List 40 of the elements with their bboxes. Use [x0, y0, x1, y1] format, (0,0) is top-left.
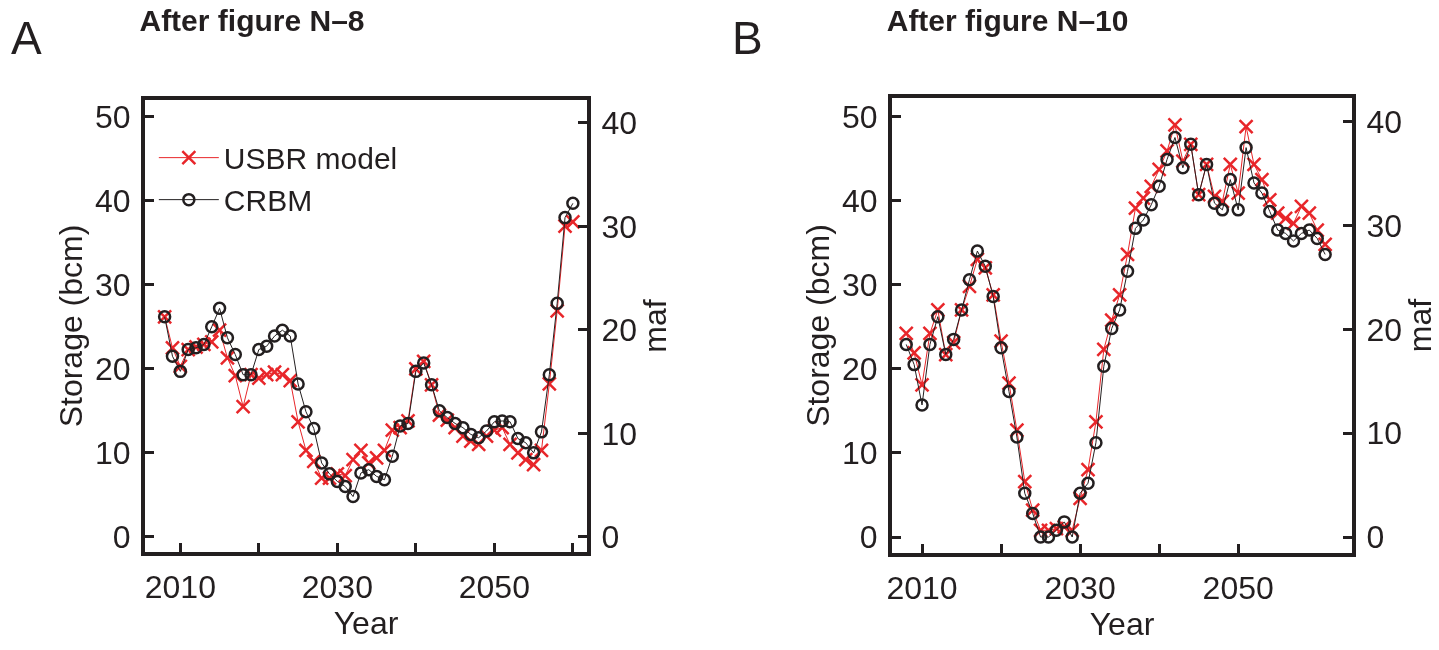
y2-tick-label: 0 — [1366, 519, 1385, 556]
y-axis-title: Storage (bcm) — [799, 224, 836, 427]
y2-axis-title: maf — [1401, 298, 1438, 353]
text: A — [11, 12, 42, 64]
x-tick-label: 2010 — [144, 569, 216, 606]
y2-tick-label: 10 — [601, 415, 637, 452]
y-tick-label: 50 — [842, 98, 878, 135]
x-tick-label: 2050 — [1202, 570, 1274, 607]
chart-title: After figure N–10 — [886, 3, 1129, 37]
text: B — [732, 12, 763, 64]
x-tick-label: 2050 — [458, 569, 530, 606]
y2-axis-title: maf — [636, 299, 673, 353]
y2-tick-label: 10 — [1366, 415, 1402, 452]
y2-tick-label: 30 — [601, 208, 637, 245]
y-axis-title: Storage (bcm) — [52, 224, 89, 428]
x-tick-label: 2030 — [1044, 570, 1116, 607]
y2-tick-label: 20 — [601, 312, 637, 349]
y2-tick-label: 30 — [1366, 207, 1402, 244]
y2-tick-label: 0 — [601, 519, 620, 556]
y-tick-label: 30 — [95, 267, 131, 304]
chart-title: After figure N–8 — [139, 3, 365, 37]
y-tick-label: 0 — [859, 519, 878, 556]
legend-label: USBR model — [223, 142, 398, 176]
y2-tick-label: 40 — [1366, 104, 1402, 141]
y-tick-label: 40 — [95, 183, 131, 220]
y-tick-label: 40 — [842, 182, 878, 219]
y-tick-label: 10 — [842, 435, 878, 472]
y2-tick-label: 20 — [1366, 311, 1402, 348]
x-axis-title: Year — [333, 605, 399, 642]
y2-tick-label: 40 — [601, 104, 637, 141]
legend-label: CRBM — [223, 184, 313, 218]
y-tick-label: 30 — [842, 266, 878, 303]
y-tick-label: 50 — [95, 99, 131, 135]
y-tick-label: 0 — [112, 519, 131, 556]
x-axis-title: Year — [1089, 606, 1155, 643]
y-tick-label: 20 — [842, 351, 878, 388]
y-tick-label: 20 — [95, 351, 131, 388]
y-tick-label: 10 — [95, 435, 131, 472]
x-tick-label: 2010 — [886, 570, 958, 607]
x-tick-label: 2030 — [301, 569, 373, 606]
